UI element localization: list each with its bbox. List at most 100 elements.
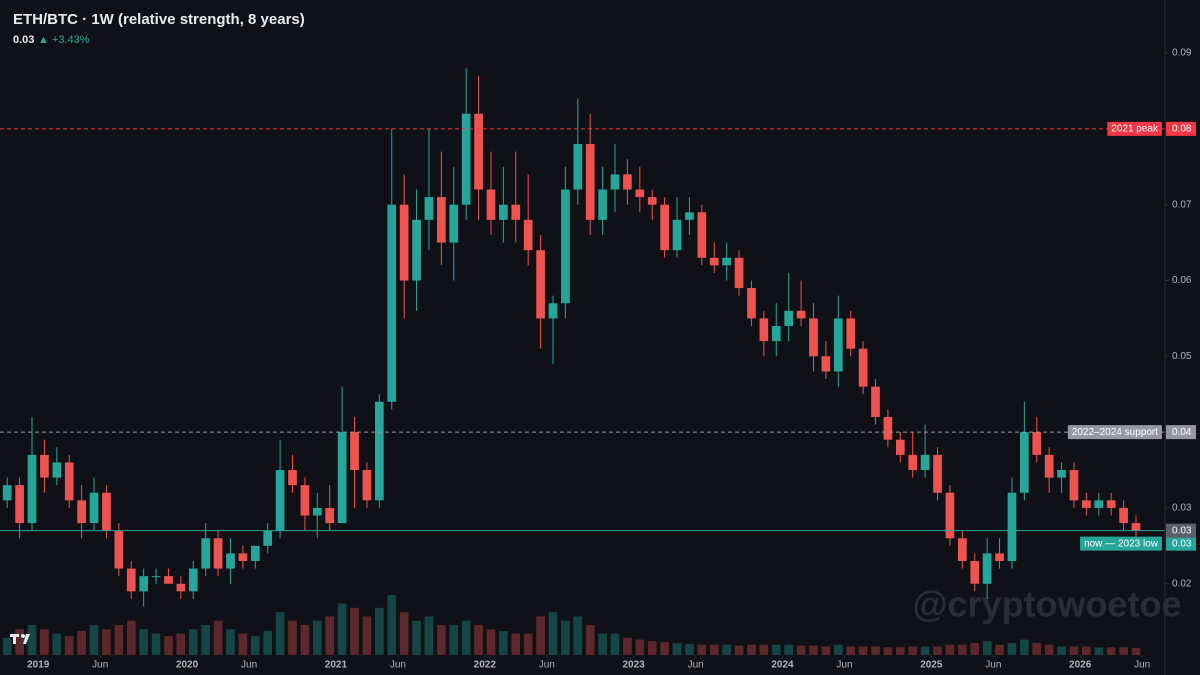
volume-bar	[263, 631, 273, 655]
annotation-value: 0.03	[1172, 538, 1192, 549]
candle-body	[1020, 432, 1029, 493]
volume-bar	[523, 633, 533, 655]
volume-bar	[325, 616, 335, 655]
candle-body	[114, 530, 124, 569]
volume-bar	[734, 645, 744, 655]
candle-body	[288, 470, 297, 486]
candle-body	[399, 204, 409, 281]
volume-bar	[288, 620, 297, 655]
volume-bar	[846, 646, 856, 655]
candle-body	[536, 250, 545, 319]
logo	[10, 634, 30, 644]
volume-bar	[1020, 639, 1029, 655]
candle-body	[250, 545, 260, 561]
volume-bar	[647, 641, 657, 655]
candle-body	[920, 454, 930, 471]
volume-bar	[374, 607, 384, 655]
candle-body	[573, 144, 583, 190]
volume-bar	[499, 631, 508, 655]
volume-bar	[623, 637, 632, 655]
y-tick-label: 0.02	[1172, 578, 1192, 589]
annotation-label-bg	[1080, 536, 1162, 551]
volume-bar	[213, 620, 223, 655]
candle-body	[771, 325, 781, 342]
volume-bar	[201, 625, 211, 655]
volume-bar	[486, 629, 496, 655]
volume-bar	[40, 629, 49, 655]
annotation-label: 2021 peak	[1111, 124, 1159, 135]
watermark: @cryptowoetoe	[912, 584, 1181, 625]
candle-body	[883, 416, 893, 440]
candle-body	[1007, 492, 1017, 561]
candle-body	[660, 204, 669, 251]
candle-body	[64, 462, 74, 501]
volume-bar	[747, 644, 756, 655]
volume-bar	[474, 625, 483, 655]
volume-bar	[883, 647, 893, 655]
volume-bar	[449, 625, 459, 655]
volume-bar	[982, 641, 992, 655]
volume-bar	[312, 620, 322, 655]
volume-layer	[2, 595, 1141, 655]
volume-bar	[548, 612, 558, 655]
volume-bar	[1069, 646, 1079, 655]
candle-body	[647, 197, 657, 205]
volume-bar	[1106, 647, 1116, 655]
candle-body	[374, 401, 384, 501]
candle-body	[908, 454, 918, 471]
volume-bar	[635, 639, 645, 655]
candle-body	[722, 257, 731, 266]
candle-body	[176, 583, 186, 592]
x-tick-label: 2020	[176, 660, 199, 671]
candle-body	[337, 432, 347, 524]
candle-body	[499, 204, 508, 220]
volume-bar	[250, 636, 260, 655]
y-tick-label: 0.03	[1172, 503, 1192, 514]
volume-bar	[424, 616, 434, 655]
volume-bar	[709, 644, 719, 655]
candle-body	[709, 257, 719, 266]
volume-bar	[809, 645, 818, 655]
volume-bar	[52, 633, 62, 655]
candle-body	[486, 189, 496, 220]
candle-body	[895, 439, 905, 455]
candle-body	[300, 485, 310, 516]
candle-body	[1069, 470, 1079, 501]
volume-bar	[238, 633, 248, 655]
volume-bar	[759, 644, 769, 655]
candle-body	[1094, 500, 1104, 508]
volume-bar	[461, 620, 471, 655]
candle-body	[982, 553, 992, 584]
x-tick-label: 2023	[622, 660, 645, 671]
candle-body	[1032, 432, 1042, 455]
x-tick-label: 2022	[474, 660, 497, 671]
candle-body	[238, 553, 248, 561]
candle-body	[1131, 523, 1141, 531]
volume-bar	[771, 644, 781, 655]
candle-body	[387, 204, 397, 402]
candle-body	[126, 568, 136, 592]
annotation-value-bg	[1166, 121, 1196, 136]
volume-bar	[1032, 643, 1042, 655]
y-tick-label: 0.06	[1172, 275, 1192, 286]
last-price-label: 0.03	[1172, 525, 1192, 536]
volume-bar	[27, 625, 37, 655]
volume-bar	[1007, 643, 1017, 655]
candle-body	[858, 348, 868, 387]
volume-bar	[685, 643, 694, 655]
candle-body	[437, 197, 446, 243]
volume-bar	[536, 616, 545, 655]
candle-body	[188, 568, 198, 592]
candle-body	[871, 386, 880, 417]
x-tick-label: Jun	[1134, 660, 1150, 671]
volume-bar	[362, 616, 372, 655]
candle-body	[970, 560, 980, 584]
candle-body	[263, 530, 273, 546]
volume-bar	[151, 633, 161, 655]
candle-body	[1082, 500, 1091, 508]
volume-bar	[585, 625, 595, 655]
volume-bar	[1119, 647, 1128, 655]
volume-bar	[1082, 646, 1091, 655]
candle-body	[226, 553, 235, 569]
